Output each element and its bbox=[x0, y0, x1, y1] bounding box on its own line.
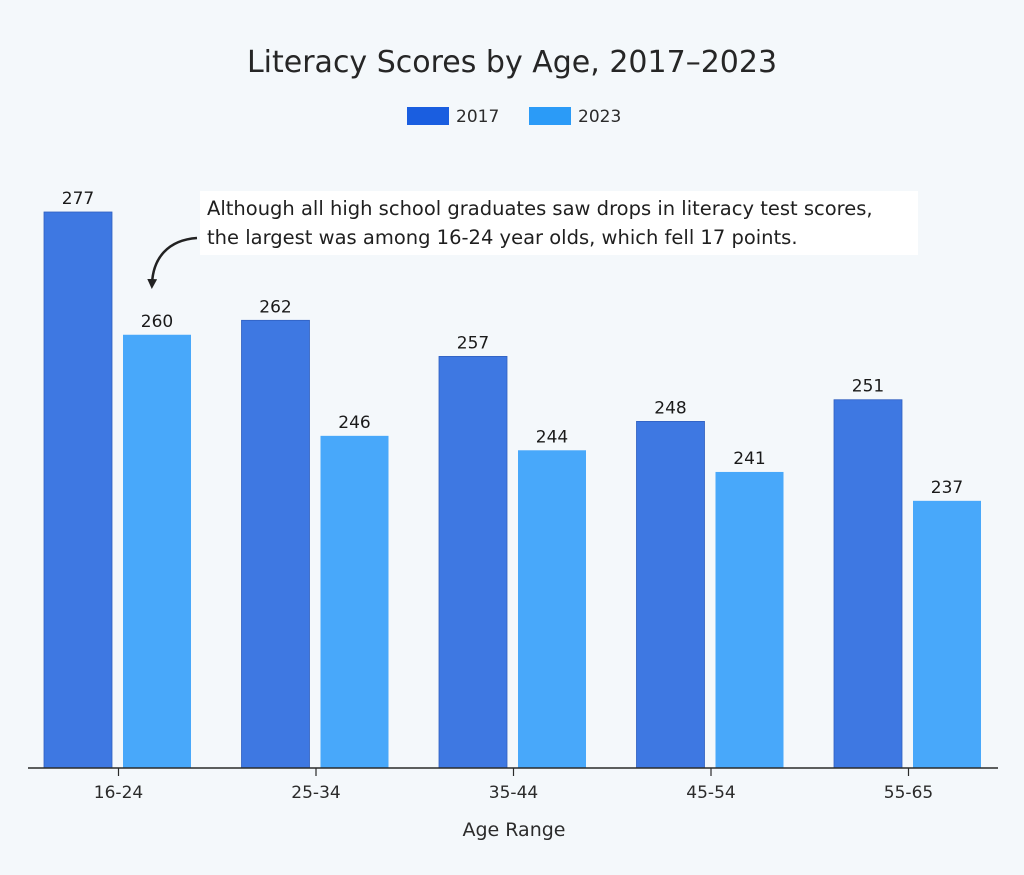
bar-2017-45-54 bbox=[636, 421, 705, 769]
x-tick-label-25-34: 25-34 bbox=[291, 783, 340, 803]
bar-2023-55-65 bbox=[913, 500, 981, 768]
bar-2023-16-24 bbox=[123, 334, 191, 768]
bar-value-label-2023-35-44: 244 bbox=[536, 427, 568, 447]
legend-label-2017: 2017 bbox=[456, 107, 499, 127]
bar-value-label-2017-55-65: 251 bbox=[852, 377, 884, 397]
chart-title: Literacy Scores by Age, 2017–2023 bbox=[247, 45, 777, 80]
bar-2017-55-65 bbox=[833, 399, 903, 769]
legend-swatch-2017 bbox=[407, 107, 449, 125]
annotation-arrow bbox=[147, 236, 198, 289]
bar-labels-group: 277 260 262 246 257 244 248 241 251 237 bbox=[62, 189, 963, 498]
annotation-line-2: the largest was among 16-24 year olds, w… bbox=[207, 226, 798, 249]
x-tick-label-45-54: 45-54 bbox=[686, 783, 735, 803]
bar-2017-35-44 bbox=[438, 356, 508, 769]
x-ticks-group: 16-24 25-34 35-44 45-54 55-65 bbox=[94, 768, 933, 803]
x-tick-label-16-24: 16-24 bbox=[94, 783, 143, 803]
bar-2017-16-24 bbox=[43, 211, 113, 769]
bar-value-label-2023-25-34: 246 bbox=[338, 413, 370, 433]
bar-value-label-2023-55-65: 237 bbox=[931, 478, 963, 498]
annotation-line-1: Although all high school graduates saw d… bbox=[207, 197, 873, 220]
bar-value-label-2017-35-44: 257 bbox=[457, 333, 489, 353]
bar-value-label-2023-45-54: 241 bbox=[733, 449, 765, 469]
annotation-background bbox=[200, 191, 918, 255]
bar-2023-35-44 bbox=[518, 450, 586, 768]
legend: 2017 2023 bbox=[407, 107, 621, 127]
bar-value-label-2017-45-54: 248 bbox=[654, 398, 686, 418]
x-tick-label-35-44: 35-44 bbox=[489, 783, 538, 803]
legend-label-2023: 2023 bbox=[578, 107, 621, 127]
bar-2023-45-54 bbox=[715, 471, 784, 768]
legend-swatch-2023 bbox=[529, 107, 571, 125]
x-tick-label-55-65: 55-65 bbox=[884, 783, 933, 803]
bar-2023-25-34 bbox=[320, 435, 389, 768]
bars-group bbox=[43, 211, 981, 769]
bar-value-label-2017-16-24: 277 bbox=[62, 189, 94, 209]
bar-value-label-2023-16-24: 260 bbox=[141, 312, 173, 332]
bar-2017-25-34 bbox=[241, 319, 310, 769]
annotation-group: Although all high school graduates saw d… bbox=[147, 191, 918, 289]
bar-value-label-2017-25-34: 262 bbox=[259, 297, 291, 317]
x-axis-title: Age Range bbox=[462, 819, 565, 841]
